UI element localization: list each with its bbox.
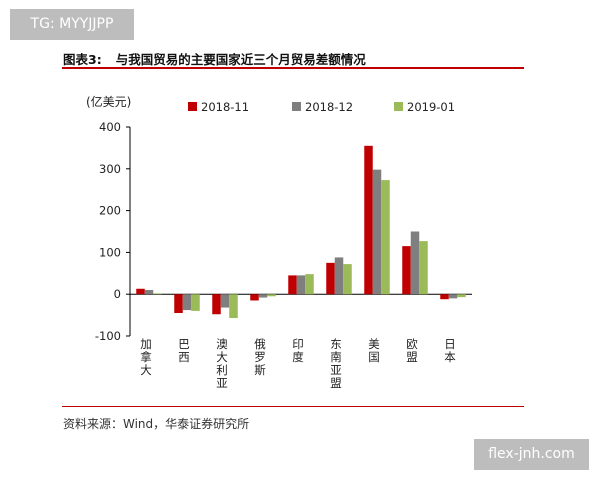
bar-2019-01-美国 [381, 180, 390, 295]
x-tick-label-char: 俄 [254, 337, 266, 351]
x-tick-label-char: 国 [368, 350, 380, 364]
figure-title: 图表3: 与我国贸易的主要国家近三个月贸易差额情况 [63, 49, 366, 68]
bar-2018-12-美国 [372, 169, 382, 295]
x-tick-label-char: 盟 [406, 350, 418, 364]
x-tick-label-char: 印 [292, 337, 304, 351]
bar-2018-12-印度 [296, 275, 306, 295]
legend-swatch [292, 102, 301, 111]
x-tick-label-char: 度 [292, 350, 304, 364]
y-tick-label: -100 [95, 329, 121, 343]
x-tick-label-char: 巴 [178, 337, 190, 351]
bar-2019-01-巴西 [191, 294, 200, 311]
y-tick-label: 300 [99, 162, 121, 176]
x-tick-label-char: 利 [216, 363, 228, 377]
bar-2018-11-日本 [440, 294, 449, 300]
bar-2018-12-俄罗斯 [258, 294, 268, 298]
x-tick-label-char: 拿 [140, 350, 152, 364]
source-divider [62, 406, 524, 407]
legend-label: 2018-11 [201, 100, 249, 114]
y-tick-label: 100 [99, 245, 121, 259]
bar-2019-01-加拿大 [153, 293, 162, 295]
x-tick-label-char: 澳 [216, 337, 228, 351]
bar-2018-11-澳大利亚 [212, 294, 221, 315]
bar-2018-11-俄罗斯 [250, 294, 259, 301]
watermark-top: TG: MYYJJPP [10, 9, 134, 40]
bar-2018-11-印度 [288, 275, 297, 295]
bar-2018-12-巴西 [182, 294, 192, 311]
x-tick-label-char: 美 [368, 337, 380, 351]
bar-2018-12-加拿大 [144, 290, 154, 295]
x-tick-label-char: 南 [330, 350, 342, 364]
x-tick-label-char: 罗 [254, 350, 266, 364]
bar-2018-12-欧盟 [410, 231, 420, 295]
bar-2018-11-东南亚盟 [326, 262, 335, 295]
x-tick-label-char: 日 [444, 337, 456, 351]
x-tick-label-char: 盟 [330, 376, 342, 390]
y-tick-label: 400 [99, 120, 121, 134]
source-note: 资料来源：Wind，华泰证券研究所 [63, 417, 250, 431]
bar-2019-01-东南亚盟 [343, 264, 352, 295]
bar-2019-01-俄罗斯 [267, 294, 276, 297]
x-tick-label-char: 大 [216, 350, 228, 364]
x-tick-label-char: 本 [444, 350, 456, 364]
bar-2019-01-欧盟 [419, 241, 428, 295]
bar-2019-01-日本 [457, 294, 466, 298]
bar-2018-11-欧盟 [402, 246, 411, 295]
title-divider [62, 67, 524, 69]
bar-2018-11-巴西 [174, 294, 183, 314]
bar-2018-12-日本 [448, 294, 458, 299]
bar-2019-01-澳大利亚 [229, 294, 238, 319]
bar-2018-12-澳大利亚 [220, 294, 230, 308]
x-tick-label-char: 大 [140, 363, 152, 377]
legend-swatch [394, 102, 403, 111]
bar-2018-11-美国 [364, 145, 373, 295]
watermark-bottom: flex-jnh.com [474, 439, 589, 470]
x-tick-label-char: 加 [140, 337, 152, 351]
figure-number: 图表3: [63, 52, 102, 67]
x-tick-label-char: 亚 [330, 363, 342, 377]
legend-label: 2019-01 [407, 100, 455, 114]
y-tick-label: 0 [114, 287, 121, 301]
x-tick-label-char: 东 [330, 337, 342, 351]
legend-swatch [188, 102, 197, 111]
x-tick-label-char: 斯 [254, 363, 266, 377]
x-tick-label-char: 亚 [216, 376, 228, 390]
x-tick-label-char: 欧 [406, 337, 418, 351]
legend-label: 2018-12 [305, 100, 353, 114]
bar-2019-01-印度 [305, 274, 314, 295]
y-tick-label: 200 [99, 204, 121, 218]
figure-caption: 与我国贸易的主要国家近三个月贸易差额情况 [115, 52, 366, 67]
x-tick-label-char: 西 [178, 350, 190, 364]
bar-2018-11-加拿大 [136, 288, 145, 295]
bar-2018-12-东南亚盟 [334, 257, 344, 295]
y-axis-label: (亿美元) [86, 94, 131, 109]
